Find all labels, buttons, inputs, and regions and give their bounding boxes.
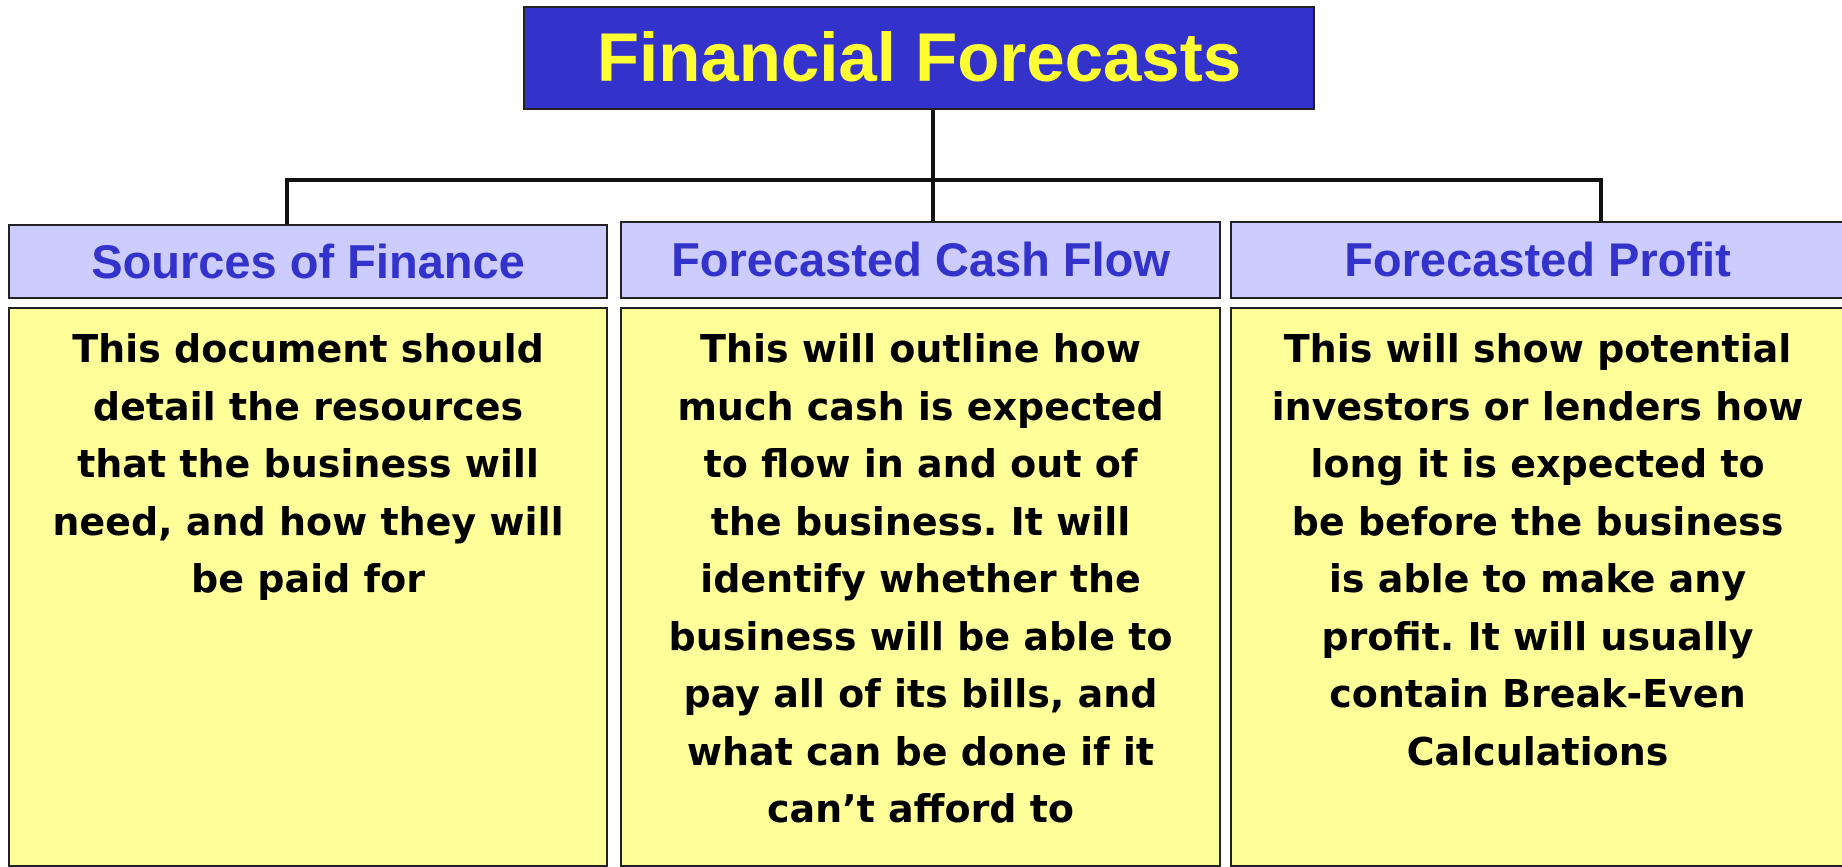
page: Financial Forecasts Sources of Finance Th… bbox=[8, 6, 1842, 867]
body-line: need, and how they will bbox=[52, 499, 564, 544]
body-line: the business. It will bbox=[710, 499, 1131, 544]
title-box: Financial Forecasts bbox=[523, 6, 1315, 110]
body-line: much cash is expected bbox=[677, 384, 1164, 429]
body-line: contain Break-Even bbox=[1329, 672, 1746, 716]
column-heading: Forecasted Profit bbox=[1230, 221, 1842, 299]
body-line: is able to make any bbox=[1328, 557, 1747, 601]
body-line: be paid for bbox=[191, 557, 425, 601]
body-line: long it is expected to bbox=[1310, 442, 1765, 486]
body-line: This document should bbox=[72, 327, 544, 371]
body-line: profit. It will usually bbox=[1321, 614, 1754, 659]
body-line: to flow in and out of bbox=[703, 442, 1138, 486]
body-line: pay all of its bills, and bbox=[683, 672, 1158, 716]
body-line: what can be done if it bbox=[686, 729, 1155, 774]
body-line: investors or lenders how bbox=[1271, 384, 1804, 429]
body-line: that the business will bbox=[77, 442, 539, 486]
column-heading: Forecasted Cash Flow bbox=[620, 221, 1221, 299]
body-line: This will show potential bbox=[1283, 327, 1792, 371]
connector-lines bbox=[285, 110, 1603, 225]
column-heading: Sources of Finance bbox=[8, 224, 608, 299]
body-line: Calculations bbox=[1406, 729, 1669, 774]
column-body: This document should detail the resources… bbox=[8, 307, 608, 867]
body-line: can’t afford to bbox=[766, 787, 1075, 831]
body-line: This will outline how bbox=[700, 327, 1141, 371]
body-line: business will be able to bbox=[668, 614, 1173, 659]
column-body: This will show potential investors or len… bbox=[1230, 307, 1842, 867]
body-line: be before the business bbox=[1291, 499, 1784, 544]
connectors bbox=[285, 110, 1603, 225]
column-body: This will outline how much cash is expect… bbox=[620, 307, 1221, 867]
body-line: detail the resources bbox=[92, 384, 524, 429]
body-line: identify whether the bbox=[700, 557, 1141, 601]
